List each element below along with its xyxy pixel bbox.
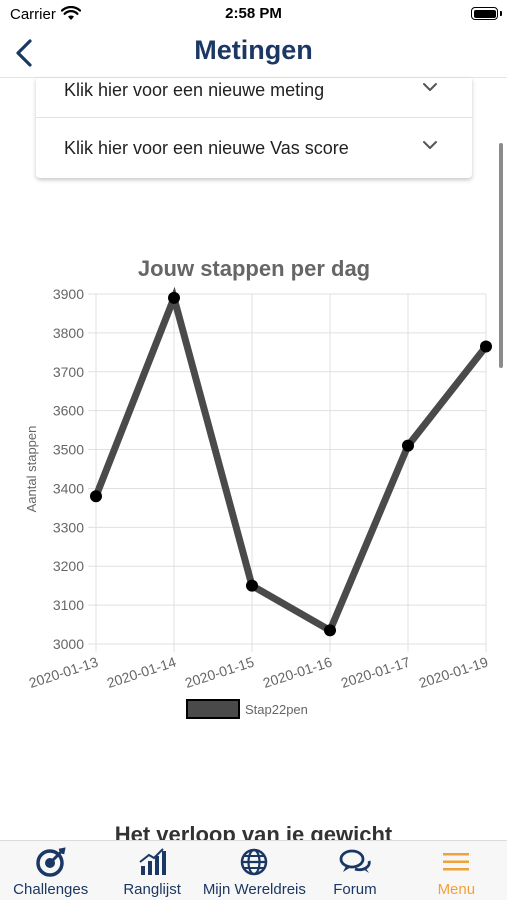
data-point (480, 340, 492, 353)
tab-label: Forum (333, 881, 377, 898)
y-tick-label: 3100 (53, 597, 84, 613)
y-tick-label: 3500 (53, 442, 84, 458)
chevron-down-icon (423, 83, 437, 91)
chevron-down-icon (423, 141, 437, 149)
tab-ranglijst[interactable]: Ranglijst (101, 841, 202, 900)
y-tick-label: 3800 (53, 325, 84, 341)
tab-label: Challenges (13, 881, 89, 898)
data-point (246, 579, 258, 592)
new-vas-score-toggle[interactable]: Klik hier voor een nieuwe Vas score (36, 118, 472, 176)
x-axis: 2020-01-13 2020-01-14 2020-01-15 2020-01-16… (27, 654, 490, 691)
x-tick-label: 2020-01-14 (105, 654, 178, 691)
chart-title: Jouw stappen per dag (138, 256, 370, 281)
chat-icon (339, 849, 371, 873)
tab-label: Menu (437, 881, 476, 898)
new-measurement-toggle[interactable]: Klik hier voor een nieuwe meting (36, 60, 472, 118)
y-tick-label: 3000 (53, 636, 84, 652)
y-tick-label: 3900 (53, 286, 84, 302)
tab-challenges[interactable]: Challenges (0, 841, 101, 900)
legend-swatch (186, 699, 240, 719)
bar-chart-icon (139, 848, 167, 875)
y-axis-label: Aantal stappen (24, 426, 39, 513)
x-tick-label: 2020-01-16 (261, 654, 334, 691)
data-point (168, 291, 180, 304)
scrollbar[interactable] (499, 143, 503, 368)
y-tick-label: 3400 (53, 480, 84, 496)
x-tick-label: 2020-01-17 (339, 654, 412, 691)
tab-label: Mijn Wereldreis (202, 881, 306, 898)
new-vas-score-label: Klik hier voor een nieuwe Vas score (64, 138, 349, 158)
series-line (92, 286, 489, 636)
chart-grid (88, 293, 487, 652)
measurement-accordion: Klik hier voor een nieuwe meting Klik hi… (36, 78, 472, 178)
tab-mijn-wereldreis[interactable]: Mijn Wereldreis (202, 841, 306, 900)
x-tick-label: 2020-01-15 (183, 654, 256, 691)
y-tick-label: 3200 (53, 558, 84, 574)
chart-legend: Stap22pen (186, 699, 308, 719)
x-tick-label: 2020-01-13 (27, 654, 100, 691)
tab-bar: Challenges Ranglijst Mijn Wereldreis For… (0, 840, 507, 900)
nav-bar: Metingen (0, 30, 507, 78)
battery-icon (471, 7, 502, 20)
y-axis: 3000 3100 3200 3300 3400 3500 3600 3700 3800 3900 (53, 286, 84, 652)
chevron-left-icon (16, 39, 32, 67)
carrier-label: Carrier (10, 6, 56, 23)
target-icon (35, 847, 66, 877)
tab-forum[interactable]: Forum (304, 841, 405, 900)
tab-menu[interactable]: Menu (406, 841, 507, 900)
globe-icon (240, 848, 267, 876)
legend-label: Stap22pen (245, 702, 308, 717)
y-tick-label: 3300 (53, 519, 84, 535)
back-button[interactable] (10, 36, 40, 70)
tab-label: Ranglijst (123, 881, 181, 898)
menu-icon (443, 853, 470, 871)
page-title: Metingen (194, 35, 313, 65)
new-measurement-label: Klik hier voor een nieuwe meting (64, 80, 325, 100)
status-time: 2:58 PM (225, 5, 282, 22)
y-tick-label: 3600 (53, 403, 84, 419)
data-point (324, 624, 336, 637)
data-point (90, 490, 102, 503)
wifi-icon (61, 6, 81, 20)
status-bar: Carrier 2:58 PM (0, 0, 507, 30)
y-tick-label: 3700 (53, 364, 84, 380)
x-tick-label: 2020-01-19 (417, 654, 490, 691)
data-point (402, 439, 414, 452)
chart-series (90, 286, 492, 637)
